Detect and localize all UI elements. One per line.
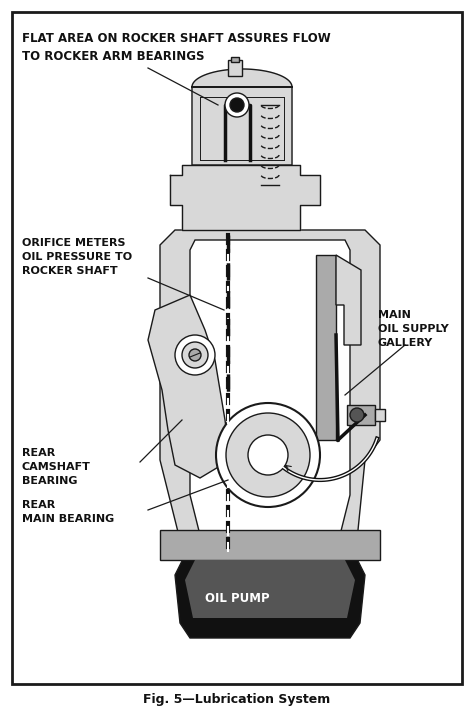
Text: ORIFICE METERS
OIL PRESSURE TO
ROCKER SHAFT: ORIFICE METERS OIL PRESSURE TO ROCKER SH… [22,238,132,276]
Polygon shape [192,69,292,165]
Polygon shape [185,560,355,618]
Circle shape [225,93,249,117]
Bar [160,530,380,560]
Bar [231,57,239,62]
Polygon shape [170,165,320,230]
Circle shape [226,413,310,497]
Circle shape [248,435,288,475]
Text: FLAT AREA ON ROCKER SHAFT ASSURES FLOW
TO ROCKER ARM BEARINGS: FLAT AREA ON ROCKER SHAFT ASSURES FLOW T… [22,32,331,63]
Text: Fig. 5—Lubrication System: Fig. 5—Lubrication System [143,693,331,706]
Polygon shape [190,240,350,535]
Circle shape [350,408,364,422]
Bar [375,409,385,421]
Circle shape [182,342,208,368]
Circle shape [230,98,244,112]
Text: OIL PUMP: OIL PUMP [205,592,269,605]
Text: MAIN
OIL SUPPLY
GALLERY: MAIN OIL SUPPLY GALLERY [378,310,449,348]
Polygon shape [175,555,365,638]
Bar [347,405,375,425]
Polygon shape [160,230,380,560]
Bar [228,60,242,76]
Text: REAR
CAMSHAFT
BEARING: REAR CAMSHAFT BEARING [22,448,91,486]
Polygon shape [148,295,230,478]
Circle shape [189,349,201,361]
Circle shape [216,403,320,507]
Polygon shape [336,255,361,345]
Text: REAR
MAIN BEARING: REAR MAIN BEARING [22,500,114,524]
Circle shape [175,335,215,375]
Bar [316,255,336,440]
